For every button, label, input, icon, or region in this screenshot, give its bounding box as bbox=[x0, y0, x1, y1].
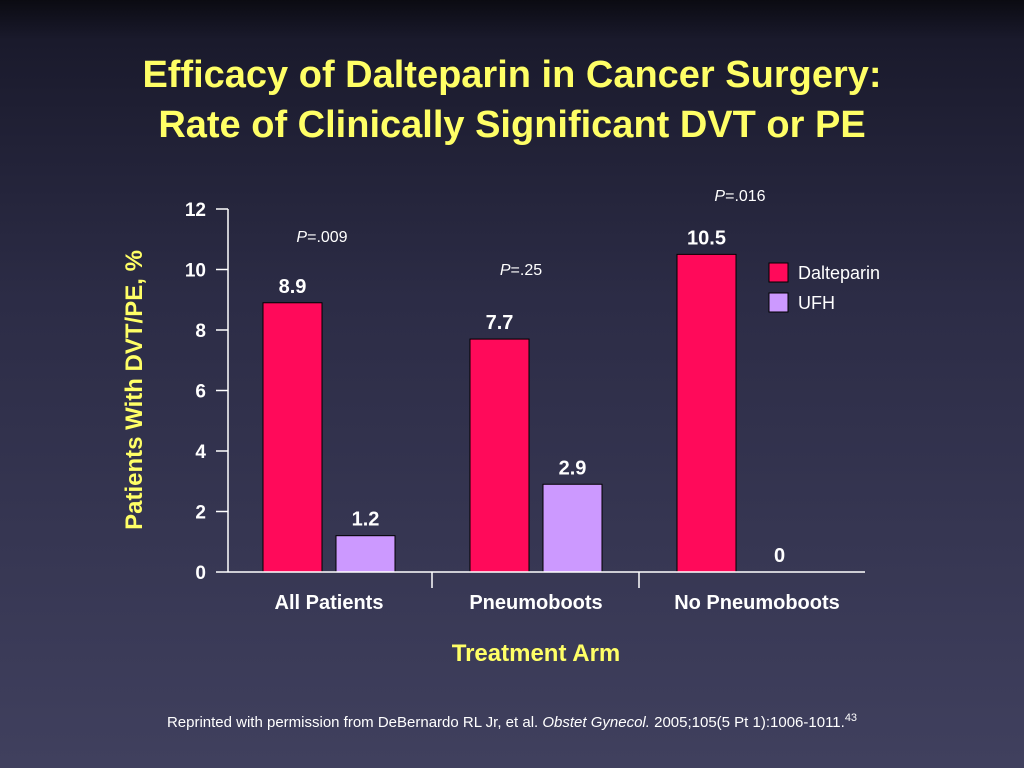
y-tick-label-8: 8 bbox=[195, 321, 206, 342]
y-axis-title: Patients With DVT/PE, % bbox=[121, 250, 148, 530]
citation-journal: Obstet Gynecol. bbox=[542, 714, 650, 731]
legend-label-dalteparin: Dalteparin bbox=[798, 263, 880, 283]
citation-footer: Reprinted with permission from DeBernard… bbox=[0, 712, 1024, 731]
data-label-ufh-0: 1.2 bbox=[352, 509, 380, 531]
y-tick-label-2: 2 bbox=[195, 503, 206, 524]
data-label-ufh-2: 0 bbox=[774, 545, 785, 567]
data-label-ufh-1: 2.9 bbox=[559, 457, 587, 479]
p-value-0: P=.009 bbox=[296, 229, 347, 246]
bar-ufh-0 bbox=[335, 535, 396, 573]
y-tick-label-10: 10 bbox=[185, 261, 206, 282]
y-tick-label-6: 6 bbox=[195, 382, 206, 403]
data-label-dalteparin-0: 8.9 bbox=[279, 276, 307, 298]
legend-label-ufh: UFH bbox=[798, 293, 835, 313]
x-axis-title: Treatment Arm bbox=[452, 640, 621, 667]
citation-ref: 43 bbox=[844, 712, 858, 724]
y-tick-label-4: 4 bbox=[195, 442, 206, 463]
y-tick-label-0: 0 bbox=[195, 563, 206, 584]
citation-text: Reprinted with permission from DeBernard… bbox=[166, 714, 543, 731]
p-value-1: P=.25 bbox=[500, 262, 542, 279]
citation-details: 2005;105(5 Pt 1):1006-1011. bbox=[649, 714, 845, 731]
x-tick-label-2: No Pneumoboots bbox=[674, 592, 840, 614]
y-tick-label-12: 12 bbox=[185, 200, 206, 221]
data-label-dalteparin-1: 7.7 bbox=[486, 312, 514, 334]
bar-dalteparin-2 bbox=[676, 253, 737, 573]
p-value-2: P=.016 bbox=[714, 188, 765, 205]
bar-chart: 8.9 7.7 10.5 1.2 2.9 0 0 2 4 6 8 10 12 All Patients Pn… bbox=[121, 188, 880, 667]
bar-dalteparin-1 bbox=[469, 338, 530, 573]
x-tick-label-1: Pneumoboots bbox=[469, 592, 602, 614]
title-line-2: Rate of Clinically Significant DVT or PE bbox=[158, 104, 866, 146]
data-label-dalteparin-2: 10.5 bbox=[687, 227, 726, 249]
chart-title: Efficacy of Dalteparin in Cancer Surgery… bbox=[0, 50, 1024, 150]
bar-dalteparin-0 bbox=[262, 302, 323, 573]
legend-swatch-ufh bbox=[768, 292, 789, 313]
title-line-1: Efficacy of Dalteparin in Cancer Surgery… bbox=[142, 54, 882, 96]
bar-ufh-1 bbox=[542, 483, 603, 573]
legend-swatch-dalteparin bbox=[768, 262, 789, 283]
x-tick-label-0: All Patients bbox=[275, 592, 384, 614]
